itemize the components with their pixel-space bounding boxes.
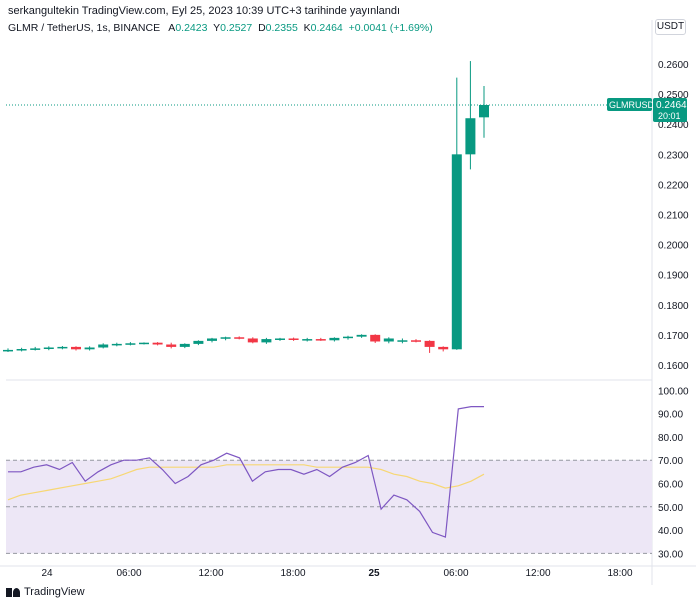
price-tick-label: 0.1800	[658, 301, 689, 312]
candle	[193, 340, 204, 344]
price-tick-label: 0.1900	[658, 271, 689, 282]
footer-brand: TradingView	[24, 586, 85, 598]
rsi-line	[8, 406, 484, 538]
price-tick-label: 0.2200	[658, 180, 689, 191]
price-tick-label: 0.2100	[658, 211, 689, 222]
candle	[57, 346, 68, 349]
candle	[220, 337, 231, 339]
candle	[397, 340, 408, 342]
candle	[139, 342, 149, 345]
tradingview-logo-icon	[6, 587, 20, 597]
rsi-ma-line	[7, 464, 485, 501]
candle	[411, 340, 421, 342]
close-label: K	[303, 22, 311, 34]
candle	[111, 343, 122, 346]
price-tag-label-box	[607, 97, 652, 111]
candle	[465, 118, 476, 155]
candle	[261, 339, 272, 343]
candle	[438, 346, 449, 350]
candle	[234, 337, 245, 339]
x-tick-label: 06:00	[443, 568, 468, 579]
price-tick-label: 0.2000	[658, 241, 689, 252]
x-tick-label: 24	[41, 568, 53, 579]
open-label: A	[168, 22, 176, 34]
rsi-tick-label: 100.00	[658, 386, 689, 397]
candle	[98, 344, 109, 348]
candle	[343, 336, 353, 339]
candle	[424, 340, 435, 347]
close-value: 0.2464	[310, 22, 343, 34]
x-tick-label: 18:00	[280, 568, 305, 579]
candle	[3, 349, 13, 352]
open-value: 0.2423	[175, 22, 208, 34]
rsi-tick-label: 90.00	[658, 410, 683, 421]
rsi-tick-label: 60.00	[658, 479, 683, 490]
x-tick-label: 12:00	[198, 568, 223, 579]
candle	[370, 334, 381, 342]
price-tick-label: 0.1600	[658, 361, 689, 372]
rsi-tick-label: 30.00	[658, 549, 683, 560]
candle	[179, 343, 190, 347]
candle	[125, 343, 136, 345]
price-tick-label: 0.2500	[658, 90, 689, 101]
candle	[356, 334, 367, 337]
candle	[166, 344, 177, 347]
candle	[383, 338, 394, 342]
x-tick-label: 25	[368, 568, 380, 579]
rsi-tick-label: 80.00	[658, 433, 683, 444]
price-tick-label: 0.1700	[658, 331, 689, 342]
x-tick-label: 18:00	[607, 568, 632, 579]
candle	[247, 338, 258, 343]
high-value: 0.2527	[220, 22, 253, 34]
low-label: D	[258, 22, 266, 34]
candle	[288, 338, 299, 340]
price-tag-label: GLMRUSDT	[609, 100, 660, 110]
price-tick-label: 0.2300	[658, 150, 689, 161]
x-tick-label: 06:00	[116, 568, 141, 579]
price-tick-label: 0.2400	[658, 120, 689, 131]
candle	[71, 346, 81, 350]
candle	[329, 337, 340, 341]
candle	[84, 347, 95, 350]
symbol-legend[interactable]: GLMR / TetherUS, 1s, BINANCE A0.2423 Y0.…	[8, 22, 433, 34]
candle	[302, 339, 313, 341]
high-label: Y	[213, 22, 221, 34]
candle	[275, 338, 285, 340]
candle	[43, 347, 54, 350]
candle	[16, 349, 27, 351]
rsi-tick-label: 40.00	[658, 526, 683, 537]
price-tag-box	[653, 97, 687, 122]
price-tag-price: 0.2464	[656, 100, 687, 111]
price-tick-label: 0.2600	[658, 60, 689, 71]
footer: TradingView	[6, 586, 85, 598]
change-value: +0.0041 (+1.69%)	[348, 22, 433, 34]
x-tick-label: 12:00	[525, 568, 550, 579]
low-value: 0.2355	[265, 22, 298, 34]
candle	[207, 338, 217, 341]
rsi-tick-label: 50.00	[658, 503, 683, 514]
rsi-tick-label: 70.00	[658, 456, 683, 467]
candle	[451, 154, 462, 350]
price-tag-countdown: 20:01	[658, 111, 681, 121]
candle	[152, 342, 163, 345]
candle	[479, 104, 489, 118]
symbol-name: GLMR / TetherUS, 1s, BINANCE	[8, 22, 161, 34]
publisher-header: serkangultekin TradingView.com, Eyl 25, …	[8, 5, 401, 17]
candle	[30, 348, 41, 350]
currency-button[interactable]: USDT	[655, 19, 686, 35]
candle	[315, 339, 326, 341]
